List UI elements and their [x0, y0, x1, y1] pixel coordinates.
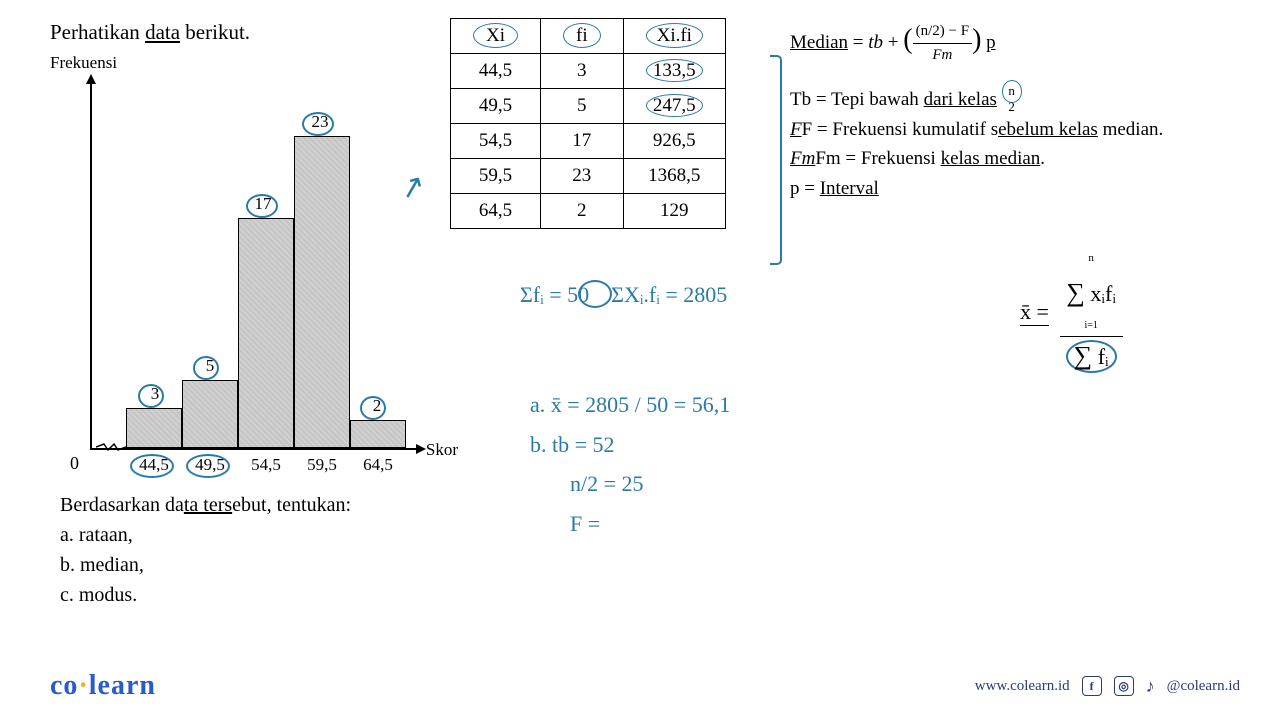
cell: 23	[541, 159, 624, 194]
circle-x1	[130, 454, 174, 478]
circle-5	[193, 356, 219, 380]
cell: 133,5	[623, 54, 725, 89]
hand-work: a. x̄ = 2805 / 50 = 56,1 b. tb = 52 n/2 …	[530, 385, 730, 543]
median-formula: Median = tb + ((n/2) − FFm) p	[790, 18, 1250, 67]
y-axis	[90, 80, 92, 450]
cell: 59,5	[451, 159, 541, 194]
histogram-chart: 0 Skor 3 5 17 23 2 44,5 49,5 54,5 59,5 6…	[60, 80, 420, 480]
cell: 2	[541, 194, 624, 229]
F-def: FF = Frekuensi kumulatif sebelum kelas m…	[790, 115, 1250, 144]
xtick-3: 54,5	[246, 455, 286, 475]
bar-5	[350, 420, 406, 448]
question-lead: Berdasarkan data tersebut, tentukan:	[60, 490, 351, 520]
th-xifi: Xi.fi	[623, 19, 725, 54]
question-a: a. rataan,	[60, 520, 351, 550]
circle-23	[302, 112, 334, 136]
hand-b: b. tb = 52	[530, 425, 730, 465]
mean-formula: x̄ = n ∑ xᵢfᵢ i=1 ∑ fᵢ	[1020, 250, 1123, 375]
x-axis	[90, 448, 420, 450]
facebook-icon: f	[1082, 676, 1102, 696]
cell: 1368,5	[623, 159, 725, 194]
hand-F: F =	[570, 504, 730, 544]
x-axis-label: Skor	[426, 440, 458, 460]
question-block: Berdasarkan data tersebut, tentukan: a. …	[60, 490, 351, 610]
cell: 3	[541, 54, 624, 89]
circle-17	[246, 194, 278, 218]
cell: 926,5	[623, 124, 725, 159]
bar-1	[126, 408, 182, 448]
bar-2	[182, 380, 238, 448]
cell: 49,5	[451, 89, 541, 124]
formula-definitions: Median = tb + ((n/2) − FFm) p Tb = Tepi …	[790, 18, 1250, 203]
axis-break-icon	[96, 442, 126, 452]
circle-2	[360, 396, 386, 420]
footer-url: www.colearn.id	[975, 678, 1070, 695]
data-table: Xi fi Xi.fi 44,53133,5 49,55247,5 54,517…	[450, 18, 726, 229]
cell: 44,5	[451, 54, 541, 89]
cell: 5	[541, 89, 624, 124]
xtick-5: 64,5	[358, 455, 398, 475]
footer: co·learn www.colearn.id f ◎ ♪ @colearn.i…	[50, 670, 1240, 702]
Fm-def: FmFm = Frekuensi kelas median.	[790, 144, 1250, 173]
p-def: p = Interval	[790, 174, 1250, 203]
xtick-4: 59,5	[302, 455, 342, 475]
instagram-icon: ◎	[1114, 676, 1134, 696]
y-axis-arrow	[86, 74, 96, 84]
cell: 54,5	[451, 124, 541, 159]
circle-x2	[186, 454, 230, 478]
hand-n2: n/2 = 25	[570, 464, 730, 504]
th-xi: Xi	[451, 19, 541, 54]
footer-links: www.colearn.id f ◎ ♪ @colearn.id	[975, 676, 1240, 697]
th-fi: fi	[541, 19, 624, 54]
cell: 17	[541, 124, 624, 159]
cell: 129	[623, 194, 725, 229]
footer-handle: @colearn.id	[1167, 678, 1240, 695]
origin-label: 0	[70, 453, 79, 474]
bar-3	[238, 218, 294, 448]
question-b: b. median,	[60, 550, 351, 580]
bar-4	[294, 136, 350, 448]
cell: 247,5	[623, 89, 725, 124]
x-axis-arrow	[416, 444, 426, 454]
cell: 64,5	[451, 194, 541, 229]
question-c: c. modus.	[60, 580, 351, 610]
tiktok-icon: ♪	[1146, 676, 1155, 697]
hand-a: a. x̄ = 2805 / 50 = 56,1	[530, 385, 730, 425]
hand-sums: Σfᵢ = 50 ΣXᵢ.fᵢ = 2805	[520, 282, 727, 308]
brand-logo: co·learn	[50, 670, 156, 702]
tb-def: Tb = Tepi bawah dari kelas n 2	[790, 85, 1250, 114]
circle-3	[138, 384, 164, 408]
table-bracket	[770, 55, 782, 265]
